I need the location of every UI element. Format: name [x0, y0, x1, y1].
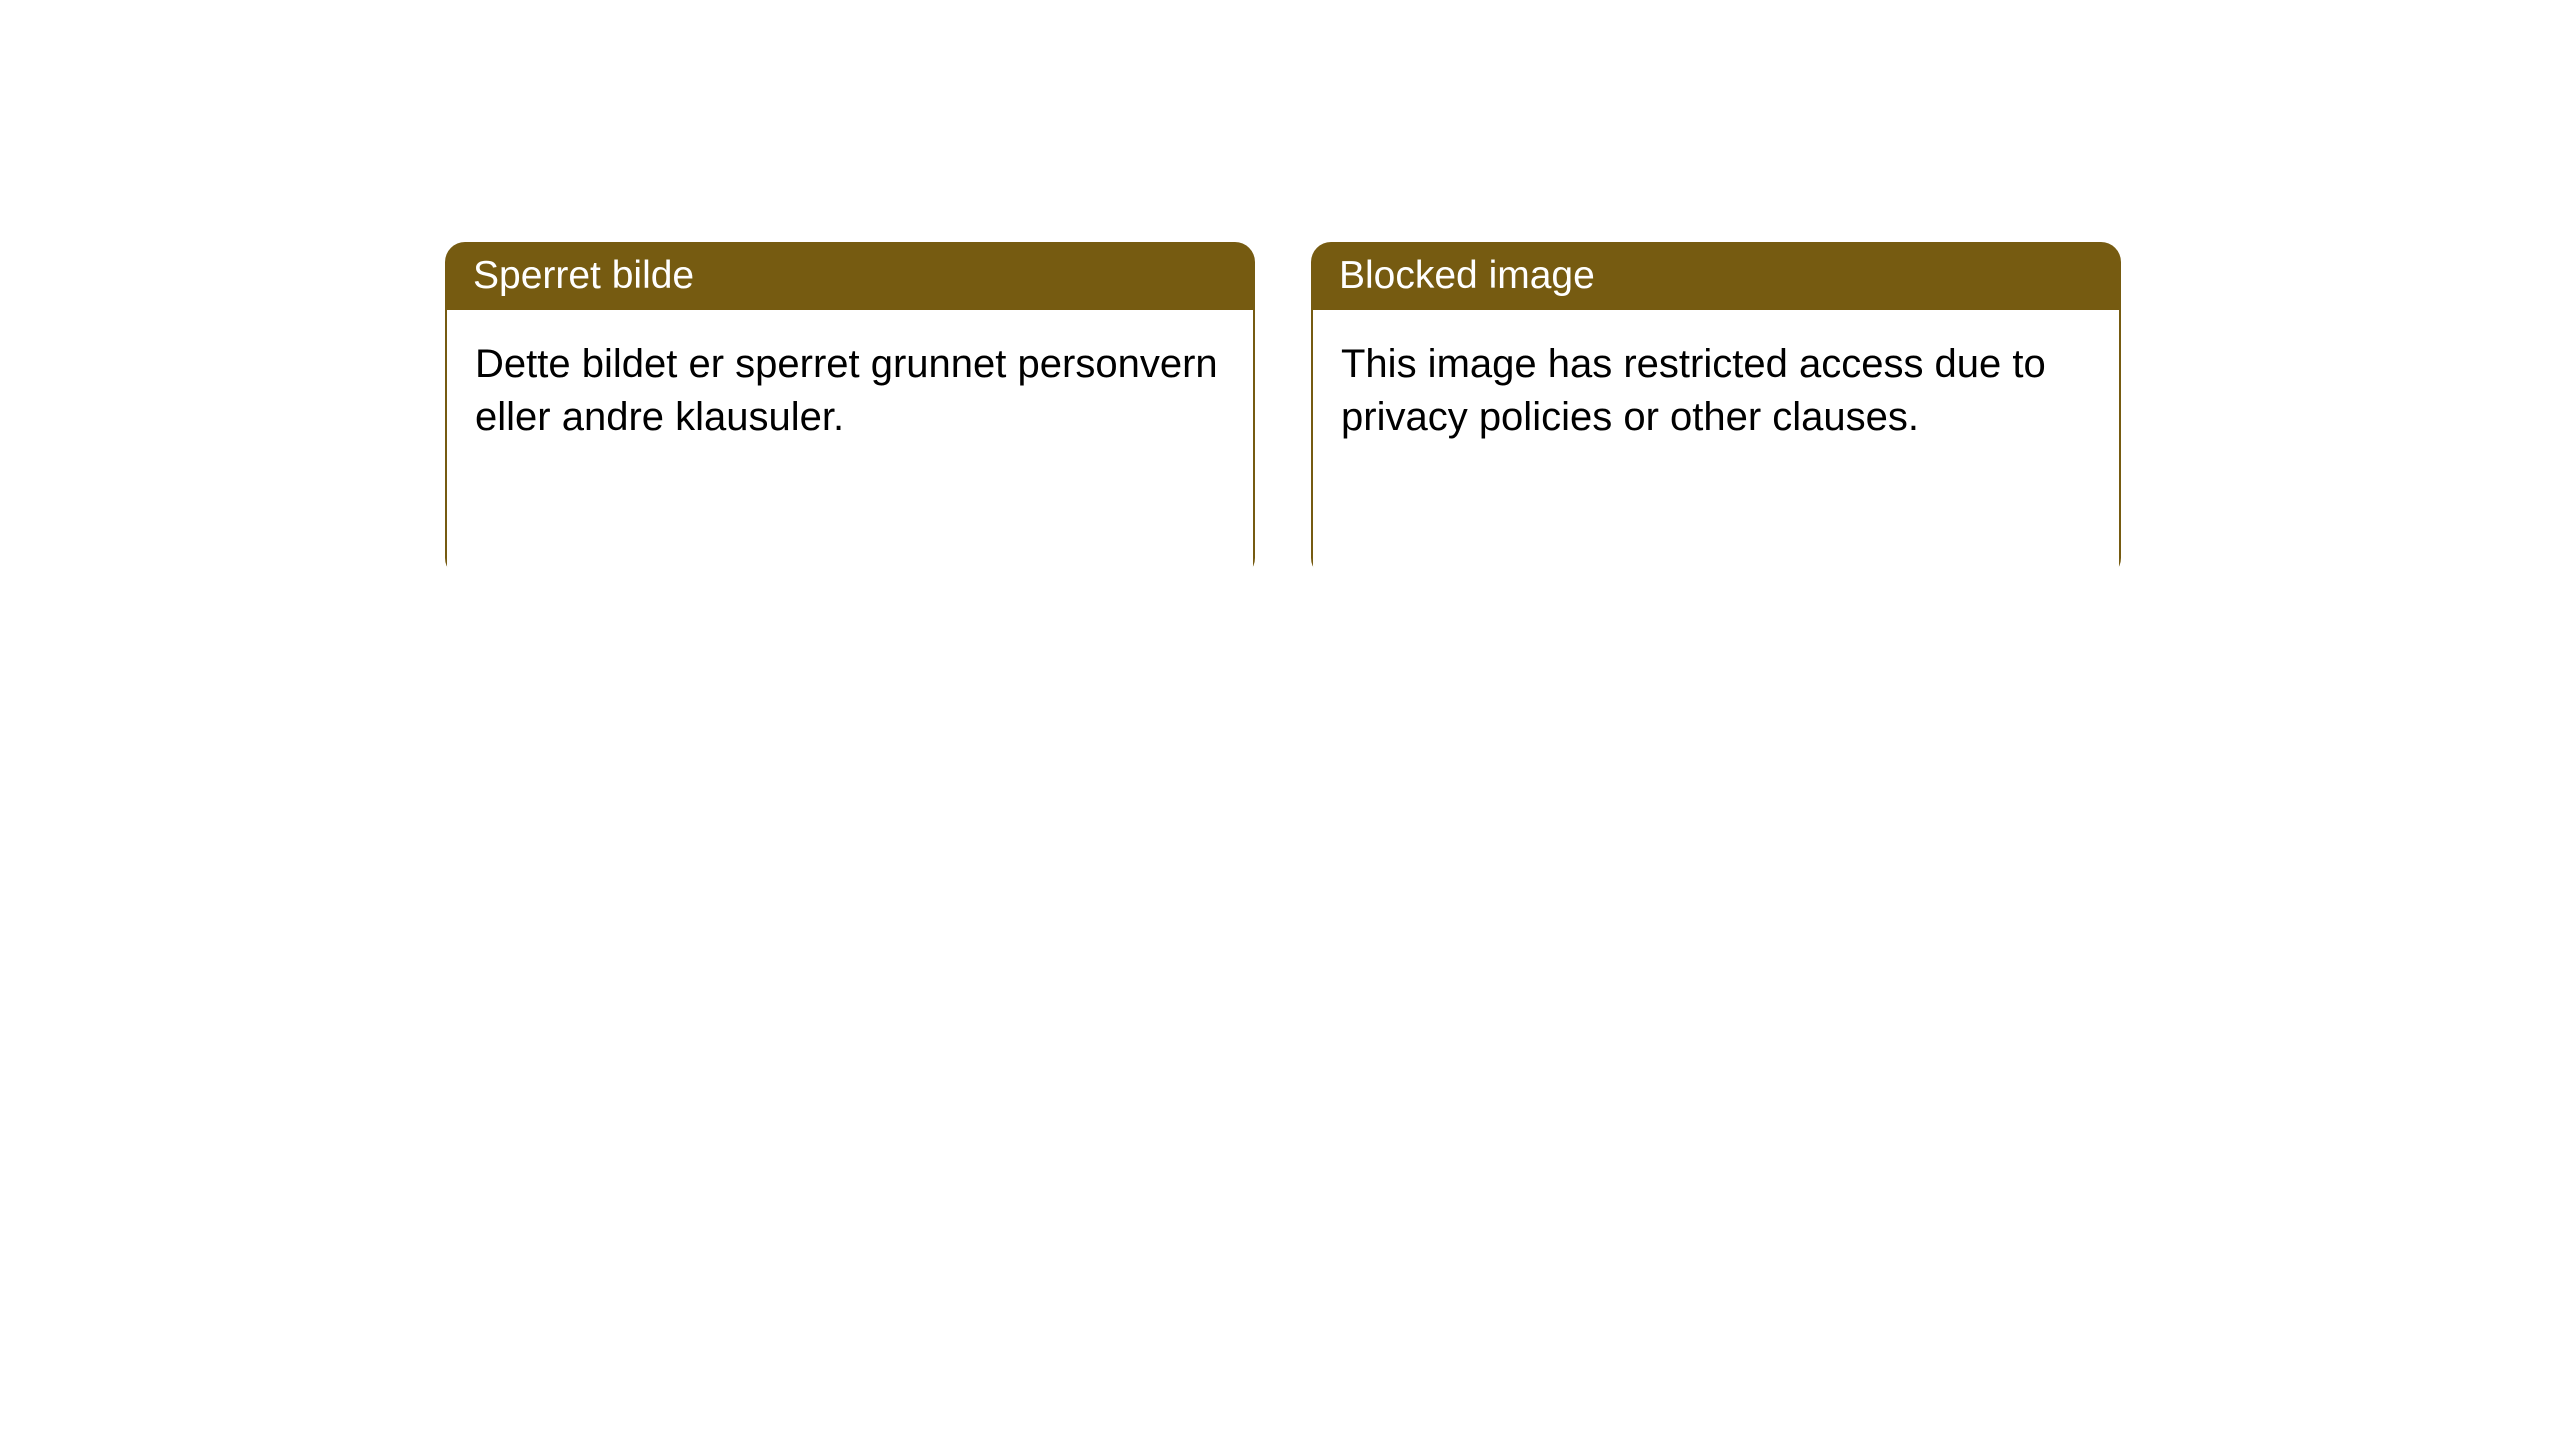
notice-header-en: Blocked image	[1311, 242, 2121, 310]
notice-body-no: Dette bildet er sperret grunnet personve…	[445, 310, 1255, 578]
notice-card-no: Sperret bilde Dette bildet er sperret gr…	[445, 242, 1255, 578]
notice-header-no: Sperret bilde	[445, 242, 1255, 310]
notice-card-en: Blocked image This image has restricted …	[1311, 242, 2121, 578]
blocked-image-notices: Sperret bilde Dette bildet er sperret gr…	[445, 242, 2121, 578]
notice-body-en: This image has restricted access due to …	[1311, 310, 2121, 578]
